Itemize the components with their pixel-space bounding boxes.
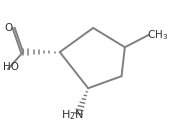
Text: $\mathrm{CH_3}$: $\mathrm{CH_3}$ (147, 28, 169, 42)
Text: HO: HO (3, 62, 19, 72)
Text: O: O (4, 23, 12, 33)
Text: $\mathrm{H_2N}$: $\mathrm{H_2N}$ (61, 108, 84, 122)
